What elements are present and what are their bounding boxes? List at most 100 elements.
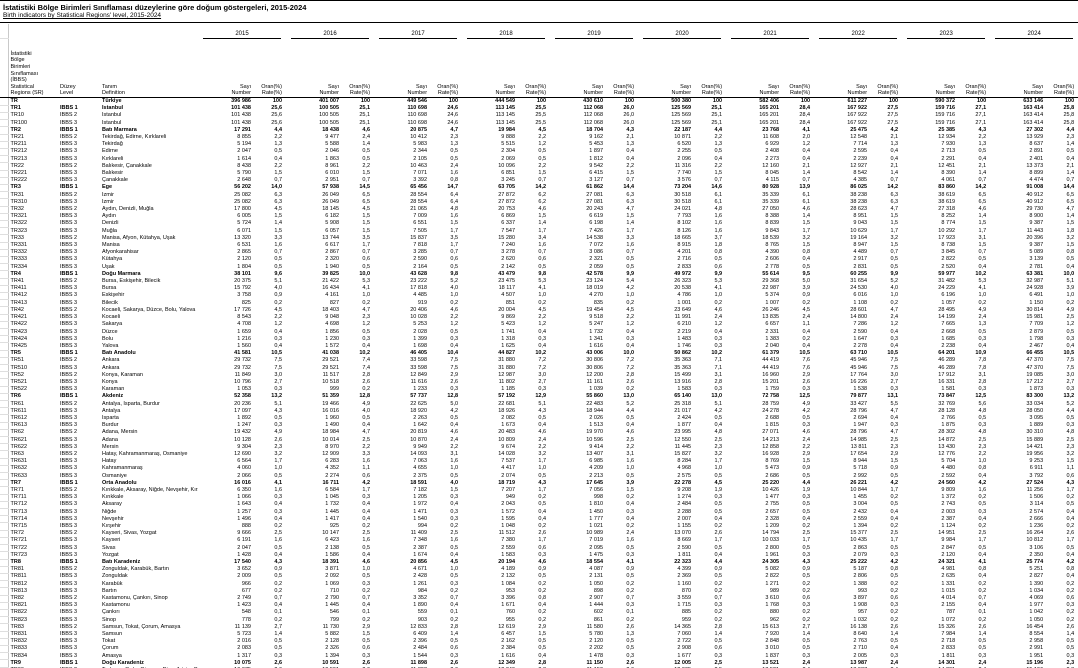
count-cell: 7 665	[902, 321, 959, 328]
count-cell: 1 274	[638, 494, 695, 501]
count-cell: 112 068	[550, 120, 607, 127]
count-cell: 52 358	[198, 393, 255, 400]
count-cell: 26 246	[726, 307, 783, 314]
definition-cell: Bolu	[100, 336, 198, 343]
rate-cell: 1,3	[959, 321, 990, 328]
count-cell: 1 961	[726, 552, 783, 559]
count-cell: 7 984	[902, 631, 959, 638]
rate-cell: 0,5	[783, 645, 814, 652]
count-cell: 27 872	[462, 192, 519, 199]
count-cell: 1 837	[726, 653, 783, 660]
rate-cell: 1,0	[959, 458, 990, 465]
count-cell: 25 222	[814, 559, 871, 566]
definition-cell: Batı Anadolu	[100, 350, 198, 357]
count-cell: 2 350	[990, 552, 1047, 559]
rate-cell: 0,2	[431, 523, 462, 530]
count-cell: 15 827	[638, 451, 695, 458]
count-cell: 31 482	[902, 278, 959, 285]
rate-cell: 0,4	[695, 422, 726, 429]
definition-cell: Adana, Mersin	[100, 429, 198, 436]
rate-cell: 1,6	[255, 242, 286, 249]
count-cell: 10 033	[726, 537, 783, 544]
count-cell: 12 909	[286, 451, 343, 458]
count-cell: 28 554	[374, 199, 431, 206]
gutter-cell	[0, 379, 8, 386]
count-cell: 22 323	[638, 559, 695, 566]
count-cell: 870	[638, 588, 695, 595]
rate-cell: 0,5	[871, 638, 902, 645]
rate-cell: 0,1	[959, 609, 990, 616]
rate-cell: 0,3	[1047, 336, 1078, 343]
spacer-cell	[8, 24, 58, 39]
rate-cell: 1,0	[695, 465, 726, 472]
rate-cell: 3,2	[255, 451, 286, 458]
count-cell: 1 417	[286, 516, 343, 523]
rate-cell: 3,2	[871, 235, 902, 242]
rate-cell: 0,4	[695, 516, 726, 523]
count-cell: 2 066	[198, 473, 255, 480]
count-cell: 2 304	[462, 148, 519, 155]
rate-cell: 0,2	[519, 494, 550, 501]
count-cell: 6 531	[198, 242, 255, 249]
count-cell: 1 759	[726, 386, 783, 393]
rate-cell: 9,5	[783, 271, 814, 278]
rate-cell: 1,5	[1047, 220, 1078, 227]
count-cell: 31 880	[462, 365, 519, 372]
count-cell: 6 196	[902, 292, 959, 299]
rate-header: Oran(%)Rate(%)	[783, 39, 814, 98]
rate-cell: 2,3	[255, 444, 286, 451]
rate-cell: 2,4	[607, 530, 638, 537]
rate-cell: 24,6	[431, 120, 462, 127]
count-cell: 23 768	[726, 127, 783, 134]
rate-cell: 27,1	[959, 105, 990, 112]
rate-cell: 0,3	[695, 653, 726, 660]
rate-cell: 100	[871, 98, 902, 106]
count-cell: 17 912	[902, 372, 959, 379]
rate-cell: 1,4	[255, 220, 286, 227]
count-cell: 50 862	[638, 350, 695, 357]
count-cell: 1 317	[198, 653, 255, 660]
definition-cell: Hatay, Kahramanmaraş, Osmaniye	[100, 451, 198, 458]
rate-cell: 0,4	[519, 422, 550, 429]
count-cell: 11 409	[374, 530, 431, 537]
definition-cell: Bartın	[100, 588, 198, 595]
rate-cell: 0,2	[519, 588, 550, 595]
count-cell: 14 028	[462, 451, 519, 458]
count-cell: 14 872	[902, 437, 959, 444]
region-code-cell: TR321	[8, 213, 58, 220]
count-cell: 602	[550, 609, 607, 616]
rate-cell: 1,6	[255, 487, 286, 494]
rate-cell: 0,2	[1047, 523, 1078, 530]
count-cell: 6 851	[462, 170, 519, 177]
rate-cell: 0,5	[431, 638, 462, 645]
definition-cell: Antalya, Isparta, Burdur	[100, 401, 198, 408]
count-cell: 110 698	[374, 105, 431, 112]
rate-cell: 4,3	[1047, 480, 1078, 487]
count-cell: 100 505	[286, 120, 343, 127]
count-cell: 9 048	[286, 314, 343, 321]
rate-cell: 0,6	[431, 645, 462, 652]
count-cell: 38 238	[814, 199, 871, 206]
count-cell: 20 243	[550, 206, 607, 213]
count-cell: 10 292	[902, 228, 959, 235]
rate-cell: 2,8	[695, 624, 726, 631]
region-code-cell: TR421	[8, 314, 58, 321]
rate-cell: 4,2	[871, 127, 902, 134]
gutter-cell	[0, 595, 8, 602]
rate-cell: 4,2	[959, 480, 990, 487]
rate-cell: 1,8	[1047, 228, 1078, 235]
count-cell: 7 348	[374, 537, 431, 544]
count-cell: 787	[902, 609, 959, 616]
level-cell: İBBS 1	[58, 184, 100, 191]
rate-cell: 0,5	[959, 148, 990, 155]
rate-cell: 1,5	[607, 170, 638, 177]
count-cell: 953	[462, 588, 519, 595]
rate-cell: 2,3	[1047, 444, 1078, 451]
count-cell: 1 445	[286, 602, 343, 609]
rate-cell: 0,4	[1047, 516, 1078, 523]
